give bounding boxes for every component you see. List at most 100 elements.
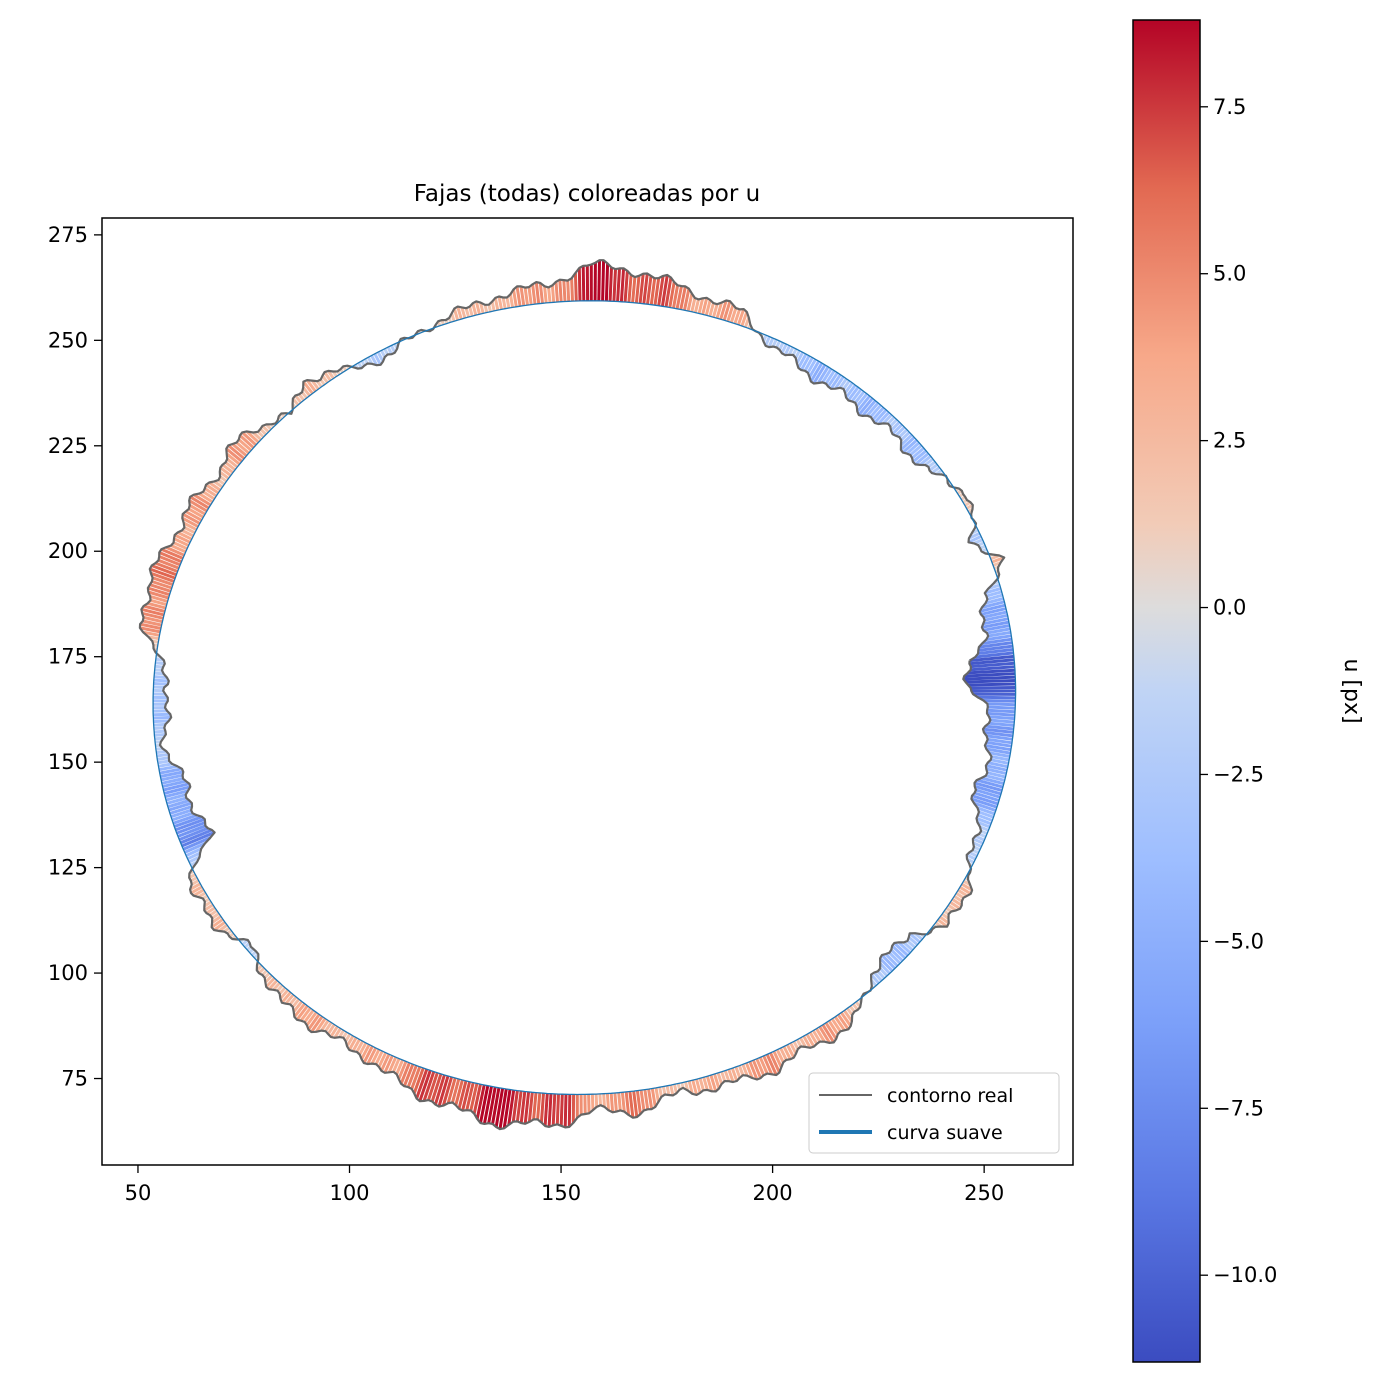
deviation-strip [256, 430, 265, 439]
deviation-strip [965, 679, 1016, 684]
deviation-strip [894, 426, 906, 437]
deviation-strip [899, 433, 913, 447]
colorbar-tick-label: 2.5 [1213, 429, 1246, 453]
deviation-strip [370, 354, 379, 366]
deviation-strip [729, 307, 738, 323]
deviation-strip [139, 622, 162, 630]
deviation-strip [712, 303, 719, 318]
deviation-strip [900, 431, 911, 442]
x-tick-label: 100 [329, 1181, 369, 1205]
deviation-strip [797, 353, 808, 369]
deviation-strip [314, 1017, 327, 1033]
deviation-strip [647, 1088, 654, 1110]
deviation-strip [570, 278, 574, 302]
deviation-strip [501, 297, 507, 309]
deviation-strip [598, 1093, 602, 1106]
deviation-strip [984, 587, 1002, 595]
deviation-strip [695, 1078, 702, 1094]
deviation-strip [454, 1079, 464, 1106]
deviation-strip [970, 686, 1016, 690]
deviation-strip [218, 470, 230, 480]
deviation-strip [276, 984, 284, 992]
deviation-strip [155, 661, 165, 666]
deviation-strip [792, 1040, 800, 1050]
deviation-strip [594, 1094, 599, 1107]
deviation-strip [871, 406, 885, 421]
deviation-strip [808, 1031, 819, 1045]
y-tick-label: 275 [48, 223, 88, 247]
deviation-strips [139, 260, 1016, 1130]
deviation-strip [795, 1038, 803, 1048]
deviation-strip [188, 507, 205, 519]
deviation-strip [166, 796, 187, 805]
deviation-strip [779, 1047, 788, 1061]
deviation-strip [737, 1065, 745, 1076]
deviation-strip [554, 281, 559, 303]
deviation-strip [963, 675, 1016, 681]
deviation-strip [985, 634, 1012, 642]
deviation-strip [153, 726, 165, 730]
deviation-strip [827, 1019, 840, 1036]
deviation-strip [261, 424, 270, 433]
deviation-strip [879, 967, 889, 977]
deviation-strip [974, 834, 986, 842]
deviation-strip [173, 815, 203, 829]
deviation-strip [830, 1017, 842, 1033]
deviation-strip [715, 302, 723, 319]
deviation-strip [628, 1091, 635, 1118]
deviation-strip [457, 1080, 468, 1110]
deviation-strip [846, 1007, 854, 1016]
deviation-strip [812, 364, 827, 385]
deviation-strip [219, 475, 228, 483]
deviation-strip [373, 353, 382, 366]
deviation-strip [891, 423, 903, 436]
deviation-strip [891, 944, 907, 960]
deviation-strip [987, 593, 1003, 601]
deviation-strip [959, 885, 972, 896]
deviation-strip [978, 810, 995, 819]
deviation-strip [252, 431, 263, 441]
deviation-strip [809, 362, 824, 383]
y-tick-label: 200 [48, 539, 88, 563]
deviation-strip [833, 1015, 846, 1032]
deviation-strip [507, 1089, 516, 1126]
deviation-strip [635, 1090, 642, 1115]
deviation-strip [515, 1090, 523, 1122]
deviation-strip [987, 761, 1009, 769]
deviation-strip [291, 998, 301, 1008]
deviation-strip [511, 1090, 519, 1122]
deviation-strip [189, 495, 210, 510]
deviation-strip [555, 1094, 560, 1125]
deviation-strip [983, 610, 1008, 619]
deviation-strip [955, 891, 965, 900]
deviation-strip [664, 277, 673, 308]
deviation-strip [987, 705, 1016, 710]
deviation-strip [161, 777, 184, 785]
deviation-strip [523, 1091, 531, 1124]
deviation-strip [673, 1083, 678, 1094]
deviation-strip [930, 466, 941, 475]
deviation-strip [907, 936, 919, 946]
deviation-strip [601, 260, 606, 301]
deviation-strip [154, 732, 167, 737]
deviation-strip [799, 1037, 807, 1048]
deviation-strip [975, 788, 1001, 799]
deviation-strip [543, 286, 548, 304]
deviation-strip [151, 564, 177, 577]
deviation-strip [973, 845, 981, 852]
deviation-strip [802, 1035, 812, 1049]
deviation-strip [964, 672, 1016, 678]
deviation-strip [173, 537, 190, 547]
deviation-strip [708, 302, 715, 317]
deviation-strip [985, 597, 1004, 605]
deviation-strip [527, 286, 533, 305]
deviation-strip [147, 601, 167, 610]
deviation-strip [979, 825, 990, 832]
deviation-strip [624, 1091, 631, 1116]
deviation-strip [267, 979, 279, 991]
deviation-strip [968, 682, 1016, 687]
deviation-strip [985, 764, 1008, 772]
deviation-strip [987, 630, 1012, 638]
deviation-strip [704, 299, 712, 316]
deviation-strip [508, 294, 515, 308]
